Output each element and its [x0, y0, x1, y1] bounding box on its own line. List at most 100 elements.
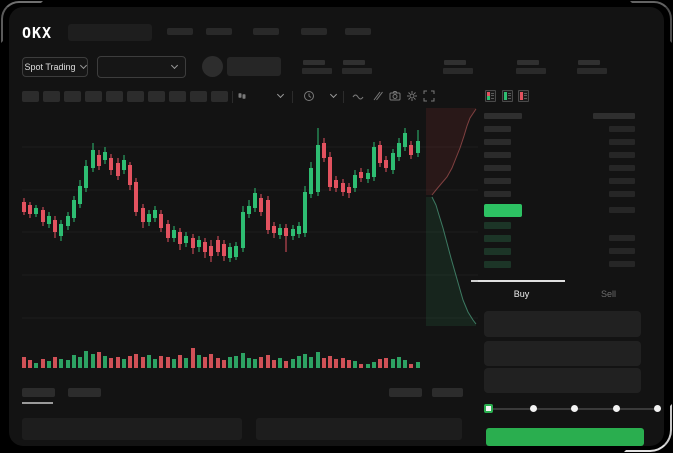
ask-price[interactable] — [484, 191, 511, 197]
depth-bids-area — [426, 197, 476, 326]
amount-input[interactable] — [484, 341, 641, 366]
timeframe-button-6[interactable] — [127, 91, 144, 102]
candlestick — [122, 160, 126, 170]
timeframe-button-10[interactable] — [211, 91, 228, 102]
ask-price[interactable] — [484, 152, 511, 158]
candlestick — [272, 226, 276, 233]
ask-amount — [609, 191, 635, 197]
settings-gear-icon[interactable] — [406, 90, 418, 106]
last-price-highlight[interactable] — [484, 204, 522, 217]
stat-label — [578, 60, 600, 65]
bottom-action-2[interactable] — [432, 388, 463, 397]
candlestick — [303, 192, 307, 233]
orderbook-bids-icon[interactable] — [501, 90, 513, 102]
bottom-tab-order-history[interactable] — [68, 388, 101, 397]
candlestick — [22, 202, 26, 212]
ask-amount — [609, 165, 635, 171]
candlestick — [266, 200, 270, 230]
candlestick — [91, 150, 95, 168]
depth-asks-line — [431, 108, 477, 196]
orders-table-row — [22, 418, 242, 440]
volume-bar — [134, 354, 138, 368]
volume-bar — [278, 358, 282, 368]
candlestick — [316, 145, 320, 192]
ask-amount — [609, 139, 635, 145]
candlestick — [184, 236, 188, 243]
nav-item-2[interactable] — [206, 28, 232, 35]
ask-price[interactable] — [484, 165, 511, 171]
ask-price[interactable] — [484, 126, 511, 132]
volume-bar — [341, 358, 345, 368]
buy-submit-button[interactable] — [486, 428, 644, 446]
candlestick — [397, 143, 401, 157]
candlestick — [197, 240, 201, 247]
volume-bar — [147, 355, 151, 368]
bid-price[interactable] — [484, 222, 511, 229]
slider-stop-2[interactable] — [571, 405, 578, 412]
drawing-tools-icon[interactable] — [371, 90, 383, 106]
volume-bar — [128, 356, 132, 368]
candlestick — [391, 153, 395, 170]
ask-price[interactable] — [484, 178, 511, 184]
timeframe-button-3[interactable] — [64, 91, 81, 102]
bottom-action-1[interactable] — [389, 388, 422, 397]
camera-icon[interactable] — [389, 90, 401, 106]
market-type-dropdown[interactable]: Spot Trading — [22, 57, 88, 77]
bid-price[interactable] — [484, 261, 511, 268]
candlestick — [191, 238, 195, 248]
price-input[interactable] — [484, 311, 641, 337]
interval-clock-icon[interactable] — [303, 90, 315, 106]
tab-sell[interactable]: Sell — [600, 289, 616, 299]
total-input[interactable] — [484, 368, 641, 393]
timeframe-button-2[interactable] — [43, 91, 60, 102]
search-placeholder[interactable] — [68, 24, 152, 41]
volume-bar — [391, 359, 395, 368]
timeframe-button-8[interactable] — [169, 91, 186, 102]
timeframe-button-9[interactable] — [190, 91, 207, 102]
nav-item-3[interactable] — [253, 28, 279, 35]
orderbook-combined-icon[interactable] — [485, 90, 496, 102]
nav-item-4[interactable] — [301, 28, 327, 35]
candlestick — [291, 229, 295, 236]
pair-selector-dropdown[interactable] — [97, 56, 186, 78]
indicator-wave-icon[interactable] — [352, 90, 365, 106]
tab-buy[interactable]: Buy — [513, 289, 530, 299]
amount-slider-handle[interactable] — [484, 404, 493, 413]
candlestick — [47, 216, 51, 224]
candlestick — [28, 205, 32, 214]
candlestick — [178, 232, 182, 244]
bid-price[interactable] — [484, 235, 511, 242]
volume-bar — [297, 356, 301, 368]
bottom-tab-open-orders[interactable] — [22, 388, 55, 397]
timeframe-button-4[interactable] — [85, 91, 102, 102]
volume-bar — [247, 358, 251, 368]
volume-bar — [172, 359, 176, 368]
stat-label — [517, 60, 539, 65]
active-tab-indicator — [478, 280, 565, 282]
orderbook-asks-icon[interactable] — [518, 90, 529, 102]
bid-price[interactable] — [484, 248, 511, 255]
nav-item-5[interactable] — [345, 28, 371, 35]
candlestick — [59, 224, 63, 236]
timeframe-button-7[interactable] — [148, 91, 165, 102]
slider-stop-1[interactable] — [529, 405, 537, 412]
stat-label — [303, 60, 325, 65]
orderbook-price-header — [484, 113, 522, 119]
nav-item-1[interactable] — [167, 28, 193, 35]
fullscreen-icon[interactable] — [423, 90, 435, 106]
volume-bar — [41, 359, 45, 368]
volume-bar — [66, 360, 70, 368]
coin-avatar — [202, 56, 223, 77]
bid-amount — [609, 261, 635, 267]
candlestick — [384, 160, 388, 168]
okx-logo[interactable]: OKX — [22, 24, 53, 42]
candle-type-icon[interactable] — [238, 90, 251, 106]
ask-price[interactable] — [484, 139, 511, 145]
timeframe-button-1[interactable] — [22, 91, 39, 102]
slider-stop-4[interactable] — [654, 405, 661, 412]
slider-stop-3[interactable] — [612, 405, 620, 412]
candlestick — [403, 133, 407, 147]
timeframe-button-5[interactable] — [106, 91, 123, 102]
volume-bar — [103, 356, 107, 368]
